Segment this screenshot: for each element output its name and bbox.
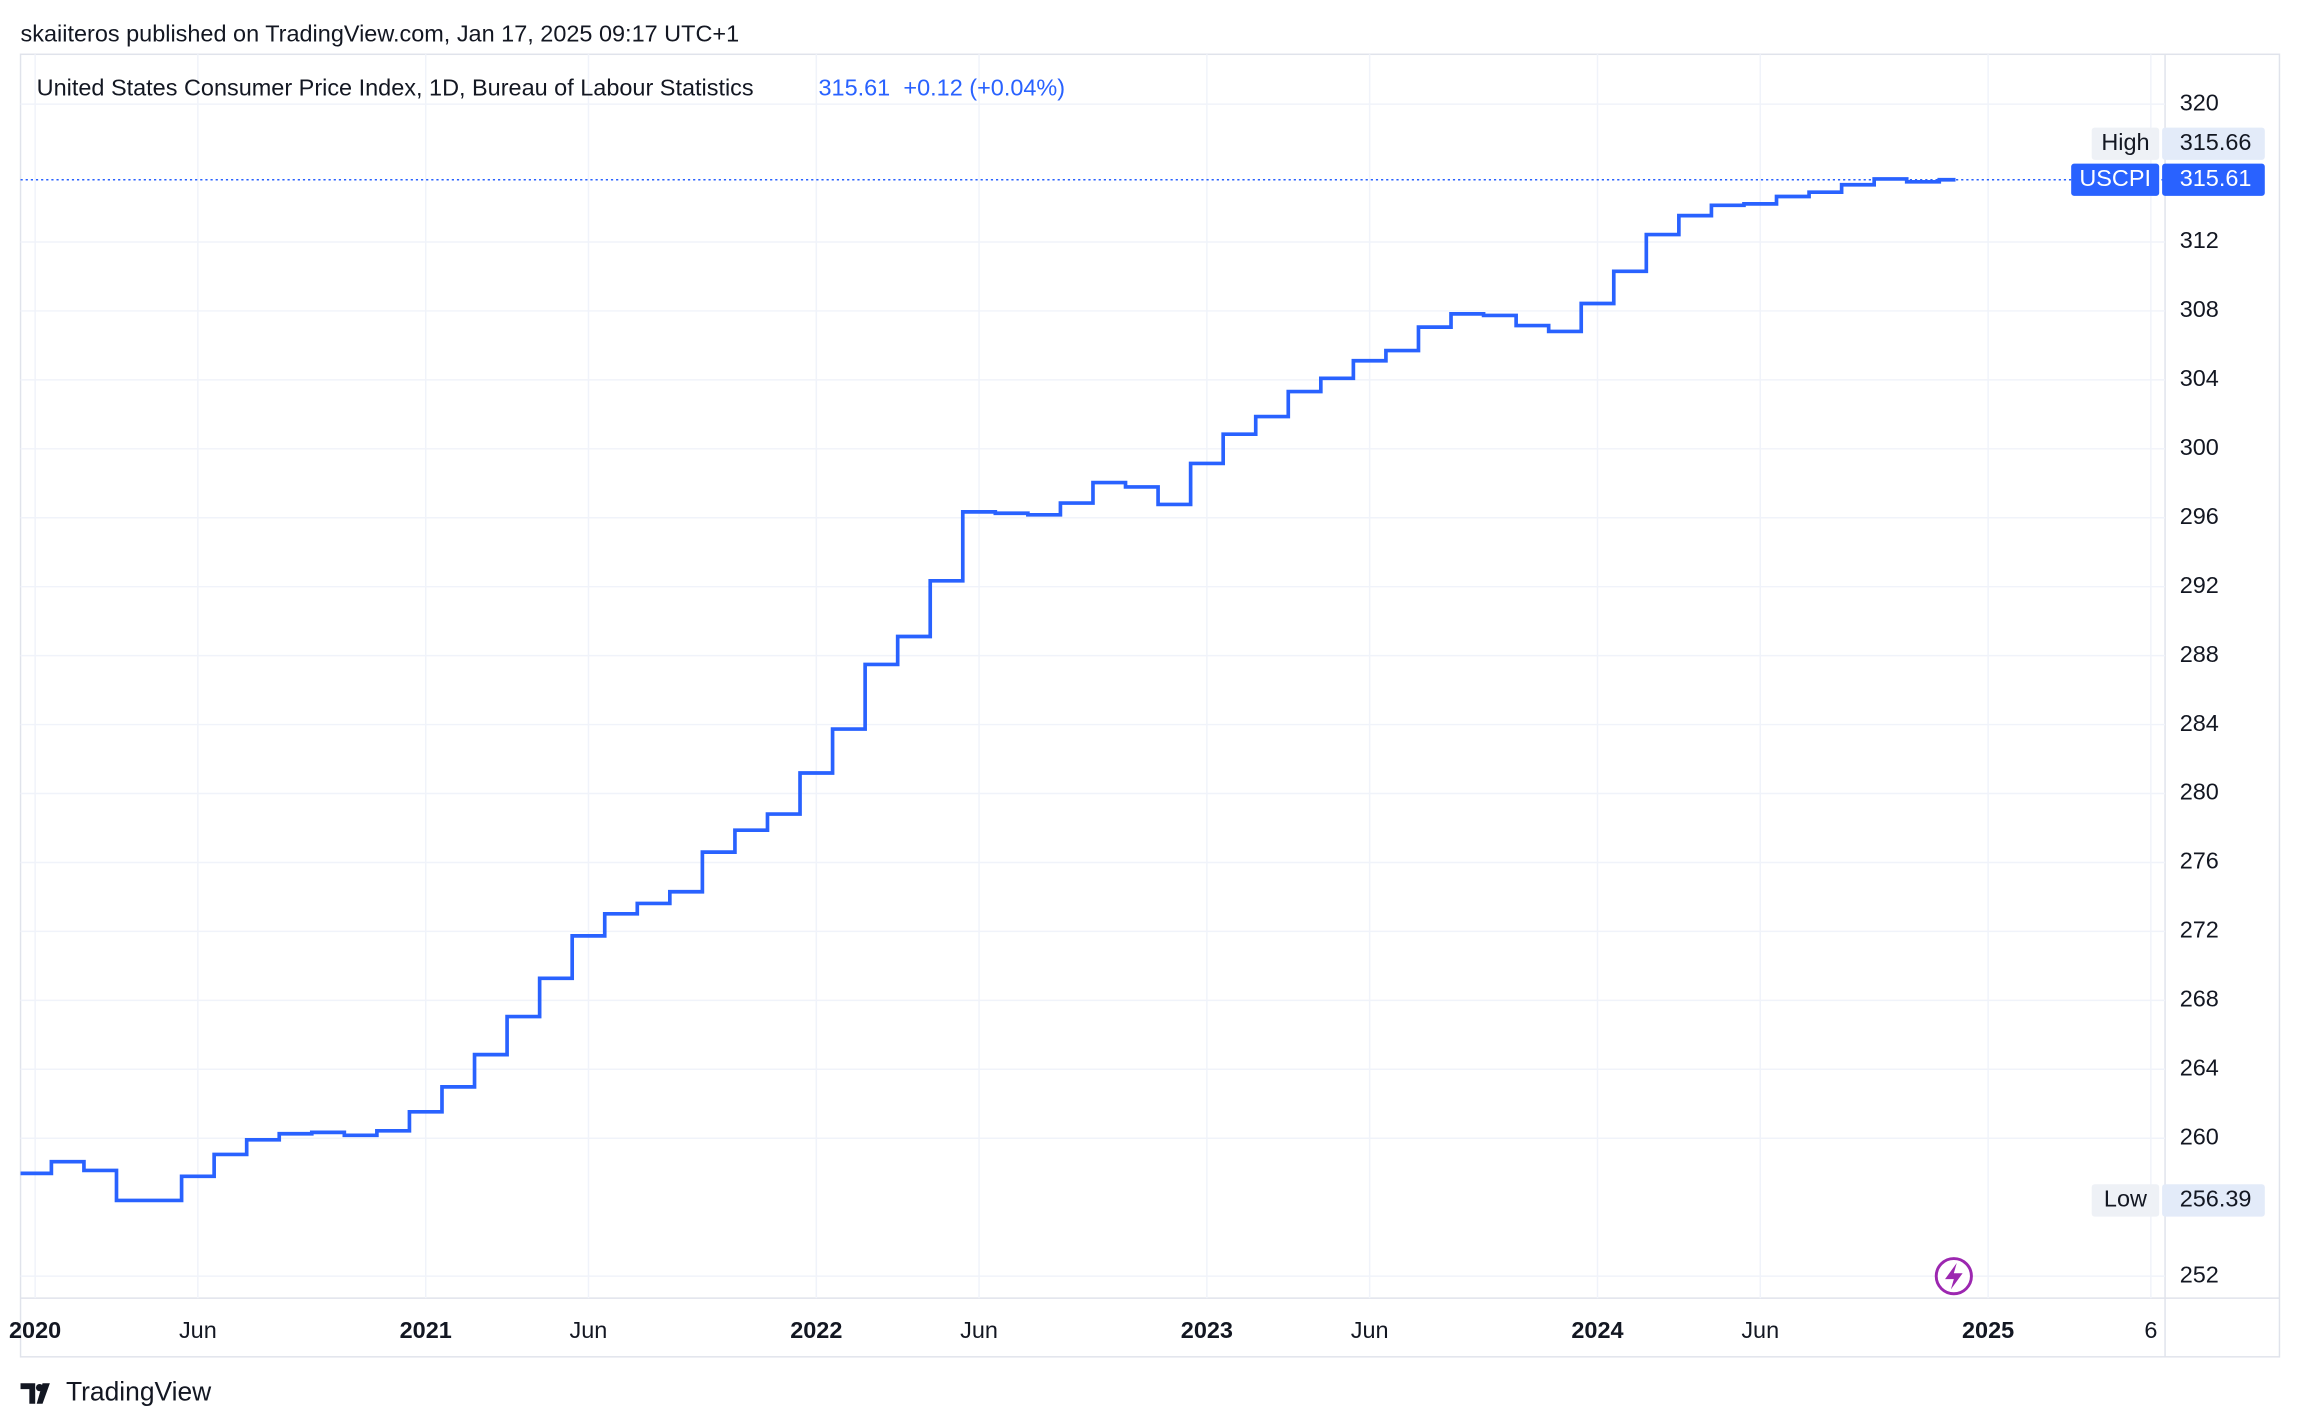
x-tick-label: 6 [2144,1317,2157,1343]
x-tick-label: Jun [570,1317,608,1343]
frame [19,53,2281,1358]
axes: 252 260 264 268 272 276 280 284 288 292 296 300 304 3… [9,89,2219,1343]
y-tick-label: 312 [2180,227,2219,253]
y-tick-label: 284 [2180,710,2219,736]
y-tick-label: 304 [2180,365,2219,391]
brand-logo [20,1383,50,1404]
y-tick-label: 288 [2180,641,2219,667]
y-tick-label: 292 [2180,572,2219,598]
price-line [20,177,1956,1203]
price-label-name: USCPI [2079,165,2151,191]
x-tick-label: 2024 [1571,1317,1623,1343]
x-tick-label: Jun [960,1317,998,1343]
lightning-icon [1934,1257,1973,1296]
x-tick-label: 2022 [790,1317,842,1343]
y-tick-label: 252 [2180,1261,2219,1287]
price-label-name-box [2071,163,2160,196]
x-tick-label: Jun [1351,1317,1389,1343]
x-tick-label: Jun [1741,1317,1779,1343]
y-tick-label: 268 [2180,986,2219,1012]
byline: skaiiteros published on TradingView.com,… [21,20,740,46]
last-value: 315.61 [818,75,890,101]
y-tick-label: 264 [2180,1054,2219,1080]
change: +0.12 (+0.04%) [903,75,1065,101]
price-label-name-box [2091,127,2160,160]
x-tick-label: 2023 [1181,1317,1233,1343]
y-tick-label: 260 [2180,1123,2219,1149]
y-tick-label: 276 [2180,848,2219,874]
brand: TradingView [66,1376,212,1406]
grid [20,54,2166,1299]
y-tick-label: 320 [2180,89,2219,115]
plot-area [20,177,2166,1203]
price-label-value-box [2162,163,2265,196]
price-label-name-box [2091,1184,2160,1217]
y-tick-label: 308 [2180,296,2219,322]
chart-title: United States Consumer Price Index, 1D, … [37,75,754,101]
price-label-value: 256.39 [2180,1186,2252,1212]
y-tick-label: 280 [2180,779,2219,805]
price-label-name: Low [2104,1186,2147,1212]
x-tick-label: Jun [179,1317,217,1343]
x-tick-label: 2020 [9,1317,61,1343]
price-label-value: 315.61 [2180,165,2252,191]
price-label-name: High [2101,129,2149,155]
x-tick-label: 2021 [400,1317,452,1343]
price-label-value-box [2162,1184,2265,1217]
y-tick-label: 296 [2180,503,2219,529]
price-labels: High 315.66 USCPI 315.61 Low 256.39 [2071,127,2265,1217]
x-tick-label: 2025 [1962,1317,2014,1343]
y-tick-label: 300 [2180,434,2219,460]
price-label-value: 315.66 [2180,129,2252,155]
price-label-value-box [2162,127,2265,160]
y-tick-label: 272 [2180,917,2219,943]
